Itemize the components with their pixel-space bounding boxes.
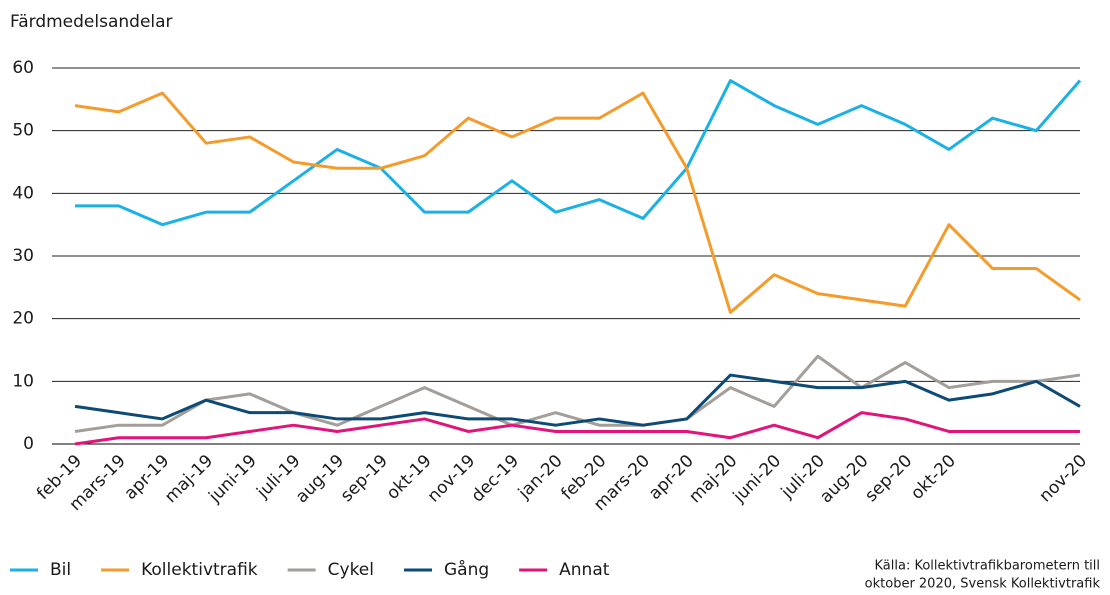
legend-label: Cykel: [328, 560, 374, 580]
x-tick-label: nov-19: [424, 451, 480, 507]
source: oktober 2020, Svensk Kollektivtrafik: [865, 577, 1101, 592]
line-series: [74, 373, 1081, 427]
legend-label: Gång: [444, 559, 489, 580]
x-tick-label: maj-20: [685, 451, 741, 507]
x-tick-label: nov-20: [1036, 451, 1092, 507]
x-tick-label: dec-19: [468, 451, 523, 506]
y-tick-label: 20: [12, 309, 34, 329]
legend-label: Annat: [559, 560, 610, 580]
x-tick-label: juni-19: [204, 451, 260, 507]
line-series: [74, 91, 1081, 314]
line-series: [75, 79, 1082, 227]
y-tick-label: 30: [12, 246, 34, 266]
x-tick-label: jan-20: [514, 451, 567, 504]
x-tick-label: juni-20: [729, 451, 785, 507]
x-tick-label: sep-20: [861, 451, 916, 506]
y-tick-label: 50: [12, 121, 34, 141]
line-series: [74, 354, 1081, 433]
legend-label: Bil: [50, 560, 71, 580]
x-tick-label: maj-19: [161, 451, 217, 507]
line-series: [74, 411, 1080, 446]
x-tick-label: okt-20: [907, 451, 960, 504]
x-tick-label: aug-19: [292, 451, 348, 507]
chart-title: Färdmedelsandelar: [10, 12, 173, 32]
y-tick-label: 60: [12, 58, 34, 78]
source: Källa: Kollektivtrafikbarometern till: [875, 559, 1100, 574]
y-tick-label: 0: [23, 434, 34, 454]
y-tick-label: 40: [12, 183, 34, 203]
x-tick-label: sep-19: [337, 451, 392, 506]
legend-label: Kollektivtrafik: [141, 560, 258, 580]
y-tick-label: 10: [12, 371, 34, 391]
x-tick-label: aug-20: [816, 451, 872, 507]
